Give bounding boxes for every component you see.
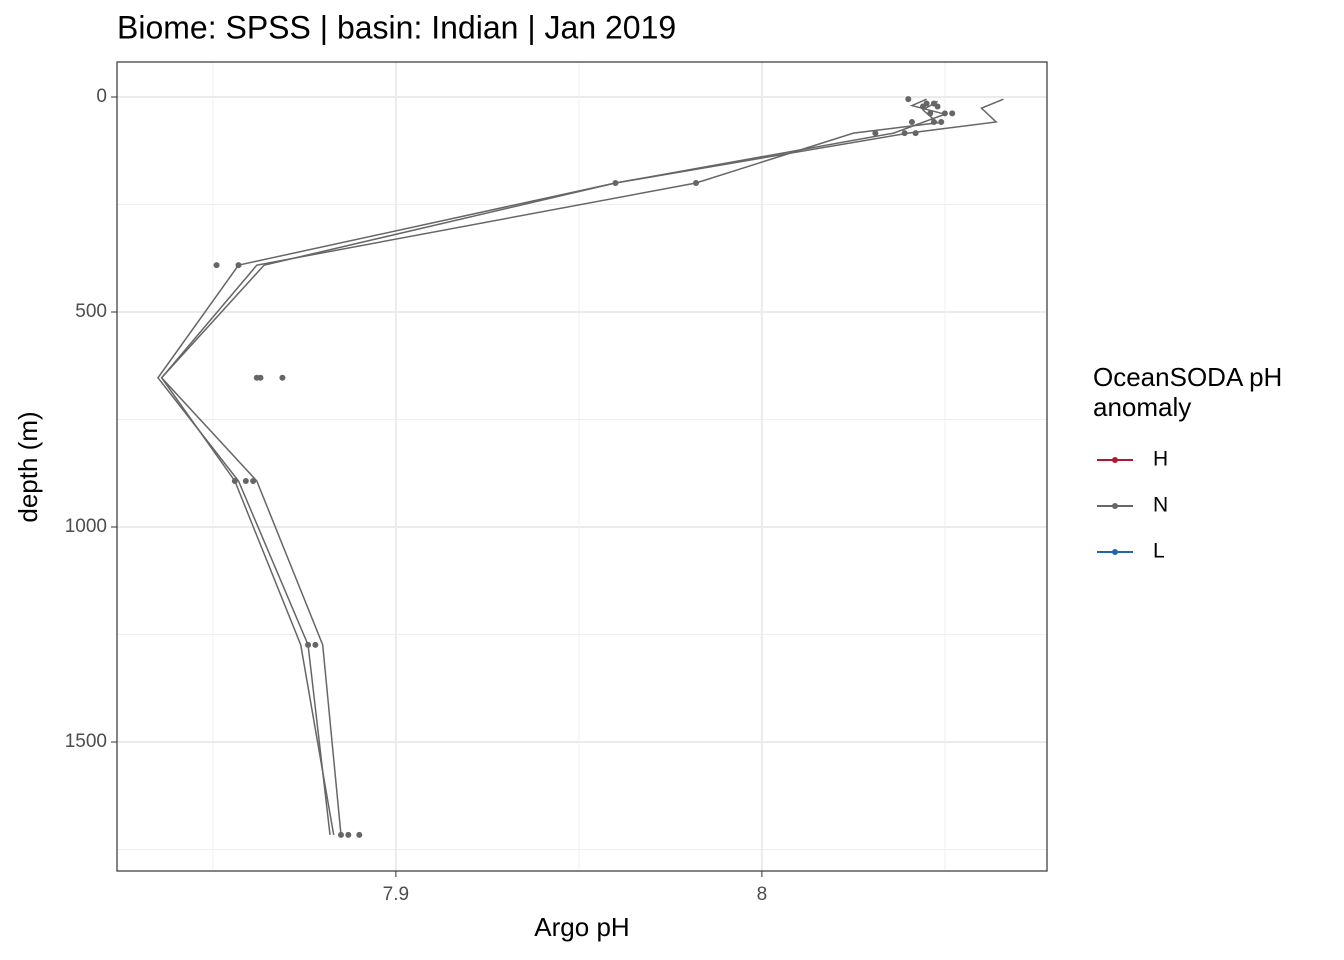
x-axis-label: Argo pH bbox=[534, 912, 629, 942]
data-point bbox=[257, 374, 264, 381]
legend-title: OceanSODA pH anomaly bbox=[1093, 362, 1283, 422]
data-point bbox=[693, 180, 700, 187]
data-point bbox=[927, 110, 934, 117]
data-point bbox=[305, 641, 312, 648]
data-point bbox=[312, 641, 319, 648]
data-point bbox=[872, 130, 879, 137]
legend-label: H bbox=[1153, 448, 1168, 471]
data-point bbox=[250, 477, 257, 484]
plot-border bbox=[116, 61, 1048, 872]
data-point bbox=[919, 103, 926, 110]
data-point bbox=[949, 110, 956, 117]
data-point bbox=[337, 831, 344, 838]
data-point bbox=[356, 831, 363, 838]
data-point bbox=[912, 130, 919, 137]
data-point bbox=[934, 103, 941, 110]
profile-line bbox=[157, 98, 948, 835]
data-point bbox=[235, 262, 242, 269]
data-point bbox=[901, 130, 908, 137]
data-point bbox=[930, 118, 937, 125]
y-tick-label: 0 bbox=[96, 86, 107, 107]
x-tick-label: 8 bbox=[757, 884, 768, 905]
data-point bbox=[908, 118, 915, 125]
legend-label: N bbox=[1153, 494, 1168, 517]
x-tick-label: 7.9 bbox=[383, 884, 409, 905]
data-point bbox=[213, 262, 220, 269]
data-point bbox=[612, 180, 619, 187]
legend-key-dot bbox=[1112, 503, 1118, 509]
legend-label: L bbox=[1153, 540, 1165, 563]
y-axis-label: depth (m) bbox=[13, 411, 43, 522]
data-point bbox=[905, 96, 912, 103]
y-tick-label: 1000 bbox=[65, 516, 107, 537]
legend-key-dot bbox=[1112, 549, 1118, 555]
data-point bbox=[938, 118, 945, 125]
legend-key-dot bbox=[1112, 457, 1118, 463]
y-tick-label: 1500 bbox=[65, 731, 107, 752]
data-point bbox=[231, 477, 238, 484]
data-point bbox=[279, 374, 286, 381]
data-point bbox=[941, 110, 948, 117]
y-tick-label: 500 bbox=[75, 301, 107, 322]
data-point bbox=[242, 477, 249, 484]
chart-title: Biome: SPSS | basin: Indian | Jan 2019 bbox=[117, 9, 676, 45]
data-point bbox=[345, 831, 352, 838]
profile-line bbox=[160, 100, 940, 836]
profile-line bbox=[160, 98, 1004, 835]
